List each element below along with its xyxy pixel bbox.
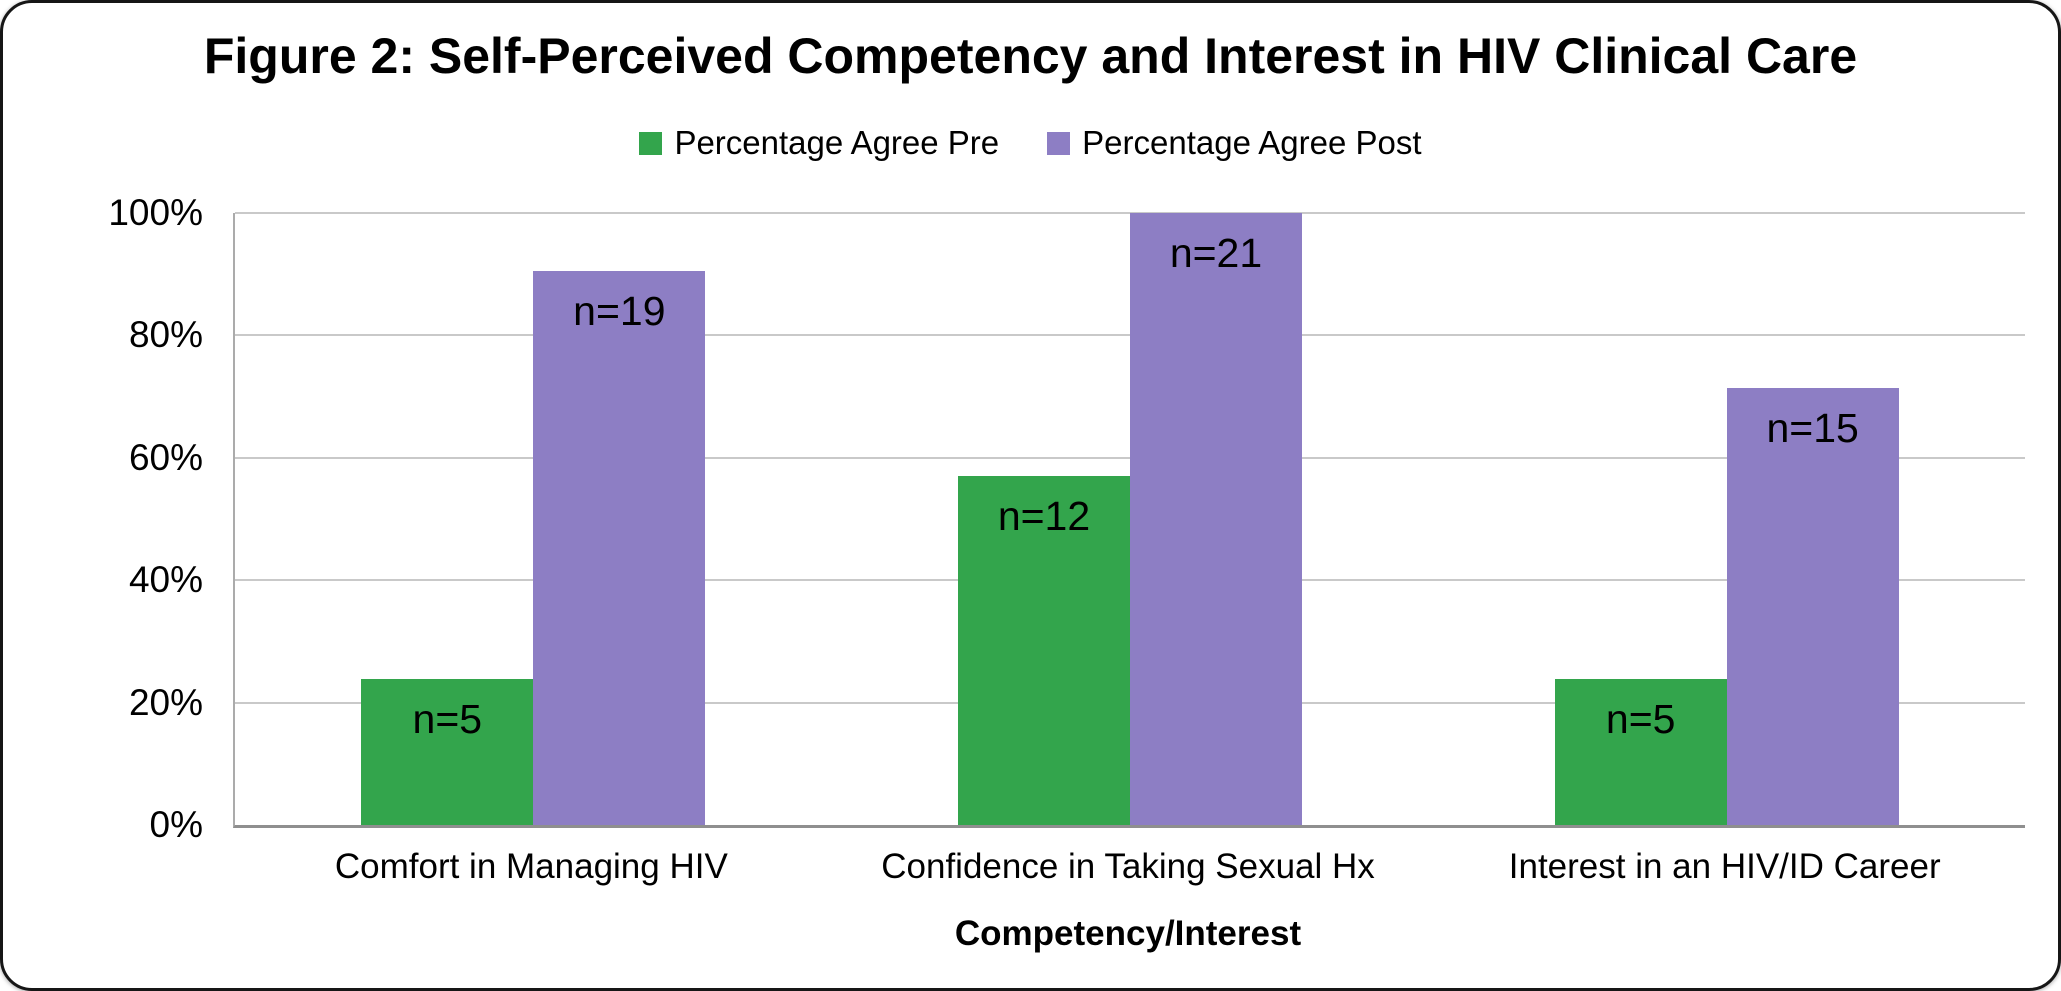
bar-post-group-3: n=15 [1726, 388, 1899, 825]
bar-value-label: n=21 [1169, 230, 1263, 276]
bar-value-label: n=5 [1605, 696, 1676, 743]
bar-value-label: n=15 [1766, 405, 1859, 452]
bar-group-3: n=5 n=15 [1428, 213, 2025, 825]
legend-swatch-pre [639, 131, 663, 155]
plot-area: n=5 n=19 n=12 n=21 n=5 n=15 [233, 212, 2025, 828]
legend-swatch-post [1047, 131, 1071, 155]
y-axis-tick-labels: 0% 20% 40% 60% 80% 100% [3, 193, 203, 845]
x-axis-category-labels: Comfort in Managing HIV Confidence in Tak… [233, 846, 2023, 888]
bar-value-label: n=19 [573, 288, 666, 335]
bar-post-group-1: n=19 [533, 271, 706, 825]
bar-value-label: n=5 [412, 696, 483, 743]
y-axis-tick-label: 40% [128, 559, 203, 601]
legend-label: Percentage Agree Post [1082, 124, 1422, 161]
bar-post-group-2: n=21 [1130, 213, 1302, 825]
legend-label: Percentage Agree Pre [674, 124, 1000, 161]
x-axis-title: Competency/Interest [954, 914, 1302, 953]
category-label-1: Comfort in Managing HIV [334, 847, 728, 886]
bar-pre-group-3: n=5 [1554, 679, 1727, 825]
legend: Percentage Agree Pre Percentage Agree Pos… [3, 123, 2058, 163]
y-axis-tick-label: 20% [128, 681, 203, 723]
chart-title: Figure 2: Self-Perceived Competency and … [203, 28, 1858, 84]
y-axis-tick-label: 60% [128, 436, 203, 478]
bar-pre-group-2: n=12 [958, 475, 1130, 825]
category-label-3: Interest in an HIV/ID Career [1508, 847, 1941, 886]
bar-value-label: n=12 [997, 492, 1091, 539]
legend-item-pre: Percentage Agree Pre [639, 124, 999, 162]
bar-group-2: n=12 n=21 [832, 213, 1429, 825]
bar-groups: n=5 n=19 n=12 n=21 n=5 n=15 [235, 213, 2025, 825]
y-axis-tick-label: 0% [149, 804, 203, 845]
category-label-2: Confidence in Taking Sexual Hx [881, 847, 1375, 886]
y-axis-tick-label: 80% [128, 314, 203, 356]
bar-group-1: n=5 n=19 [235, 213, 832, 825]
y-axis-tick-label: 100% [108, 192, 203, 233]
bar-pre-group-1: n=5 [361, 679, 534, 825]
legend-item-post: Percentage Agree Post [1047, 124, 1422, 162]
